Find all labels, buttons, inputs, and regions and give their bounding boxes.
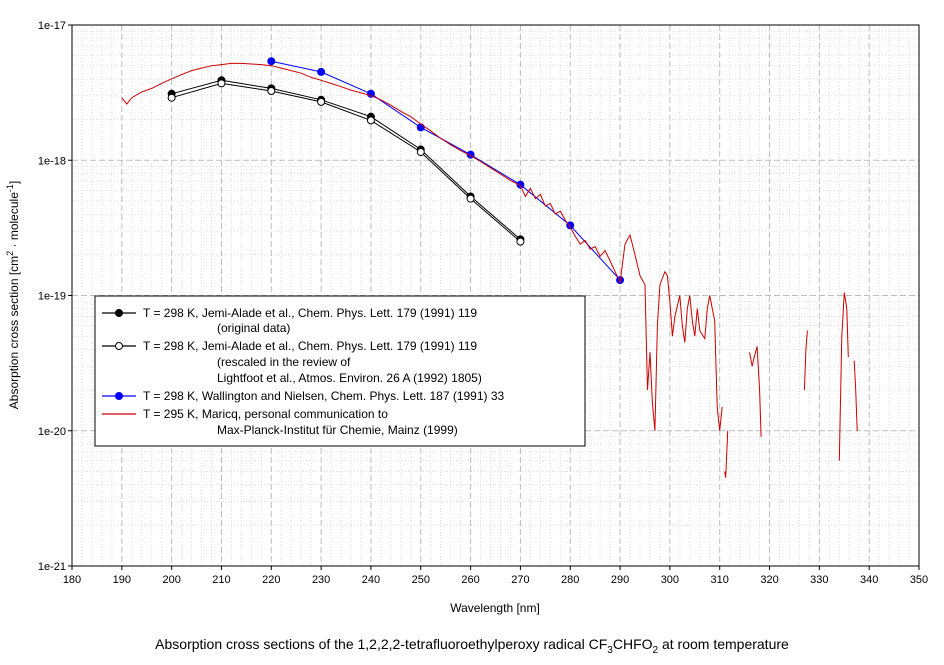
y-axis-ticks: 1e-21 1e-20 1e-19 1e-18 1e-17: [38, 20, 72, 573]
x-tick-label: 210: [212, 574, 230, 586]
svg-text:Max-Planck-Institut für Chemie: Max-Planck-Institut für Chemie, Mainz (1…: [217, 423, 458, 437]
series-line-maricq: [724, 430, 729, 478]
x-tick-label: 330: [810, 574, 828, 586]
x-tick-label: 270: [511, 574, 529, 586]
data-point-wallington: [267, 57, 276, 66]
x-tick-label: 190: [113, 574, 131, 586]
data-point-jemi-rescaled: [267, 87, 276, 96]
series-layer: [121, 57, 858, 478]
data-point-wallington: [317, 67, 326, 76]
data-point-jemi-rescaled: [167, 93, 176, 102]
x-tick-label: 280: [561, 574, 579, 586]
data-point-wallington: [516, 180, 525, 189]
series-line-jemi-original: [171, 79, 521, 240]
x-tick-label: 220: [262, 574, 280, 586]
data-point-wallington: [566, 221, 575, 230]
data-point-jemi-rescaled: [366, 116, 375, 125]
data-point-jemi-rescaled: [516, 237, 525, 246]
svg-text:Lightfoot et al., Atmos. Envir: Lightfoot et al., Atmos. Environ. 26 A (…: [217, 371, 482, 385]
figure-caption: Absorption cross sections of the 1,2,2,2…: [155, 636, 789, 656]
series-line-maricq: [121, 62, 723, 431]
x-tick-label: 240: [362, 574, 380, 586]
series-line-maricq: [803, 330, 808, 391]
series-maricq: [121, 62, 858, 478]
x-tick-label: 200: [162, 574, 180, 586]
svg-text:T = 295 K, Maricq, personal co: T = 295 K, Maricq, personal communicatio…: [143, 407, 388, 421]
data-point-jemi-rescaled: [317, 97, 326, 106]
series-line-maricq: [838, 292, 849, 461]
legend-entry-jemi-rescaled: T = 298 K, Jemi-Alade et al., Chem. Phys…: [102, 339, 482, 385]
data-point-jemi-rescaled: [416, 148, 425, 157]
y-axis-label: Absorption cross section [cm2 · molecule…: [5, 181, 21, 409]
legend-entry-jemi-original: T = 298 K, Jemi-Alade et al., Chem. Phys…: [102, 306, 477, 335]
x-tick-label: 320: [760, 574, 778, 586]
legend-entry-wallington: T = 298 K, Wallington and Nielsen, Chem.…: [102, 389, 505, 403]
x-tick-label: 300: [661, 574, 679, 586]
svg-text:T = 298 K, Jemi-Alade et al.,: T = 298 K, Jemi-Alade et al., Chem. Phys…: [143, 339, 477, 353]
x-axis-ticks: 180 190 200 210 220 230 240 250 260 270 280 290 300 3…: [63, 566, 928, 586]
legend-entry-maricq: T = 295 K, Maricq, personal communicatio…: [102, 407, 458, 437]
svg-text:(original data): (original data): [217, 321, 290, 335]
x-tick-label: 260: [461, 574, 479, 586]
x-axis-label: Wavelength [nm]: [450, 601, 540, 615]
y-tick-label: 1e-17: [38, 20, 66, 32]
y-tick-label: 1e-21: [38, 561, 66, 573]
y-tick-label: 1e-18: [38, 155, 66, 167]
x-tick-label: 250: [412, 574, 430, 586]
y-tick-label: 1e-20: [38, 426, 66, 438]
data-point-wallington: [416, 123, 425, 132]
series-line-maricq: [749, 346, 762, 437]
svg-text:T = 298 K, Wallington and Niel: T = 298 K, Wallington and Nielsen, Chem.…: [143, 389, 505, 403]
y-tick-label: 1e-19: [38, 291, 66, 303]
legend-box: [94, 295, 586, 447]
series-line-wallington: [271, 60, 621, 281]
x-tick-label: 230: [312, 574, 330, 586]
x-tick-label: 310: [711, 574, 729, 586]
series-line-jemi-rescaled: [171, 82, 521, 243]
data-point-jemi-rescaled: [466, 194, 475, 203]
svg-text:T = 298 K, Jemi-Alade et al.,: T = 298 K, Jemi-Alade et al., Chem. Phys…: [143, 306, 477, 320]
x-tick-label: 350: [910, 574, 928, 586]
x-tick-label: 180: [63, 574, 81, 586]
x-tick-label: 340: [860, 574, 878, 586]
series-line-maricq: [853, 360, 858, 431]
data-point-jemi-rescaled: [217, 79, 226, 88]
x-tick-label: 290: [611, 574, 629, 586]
series-jemi-rescaled: [167, 79, 525, 246]
legend: T = 298 K, Jemi-Alade et al., Chem. Phys…: [94, 295, 586, 447]
svg-text:(rescaled in the review of: (rescaled in the review of: [217, 355, 351, 369]
